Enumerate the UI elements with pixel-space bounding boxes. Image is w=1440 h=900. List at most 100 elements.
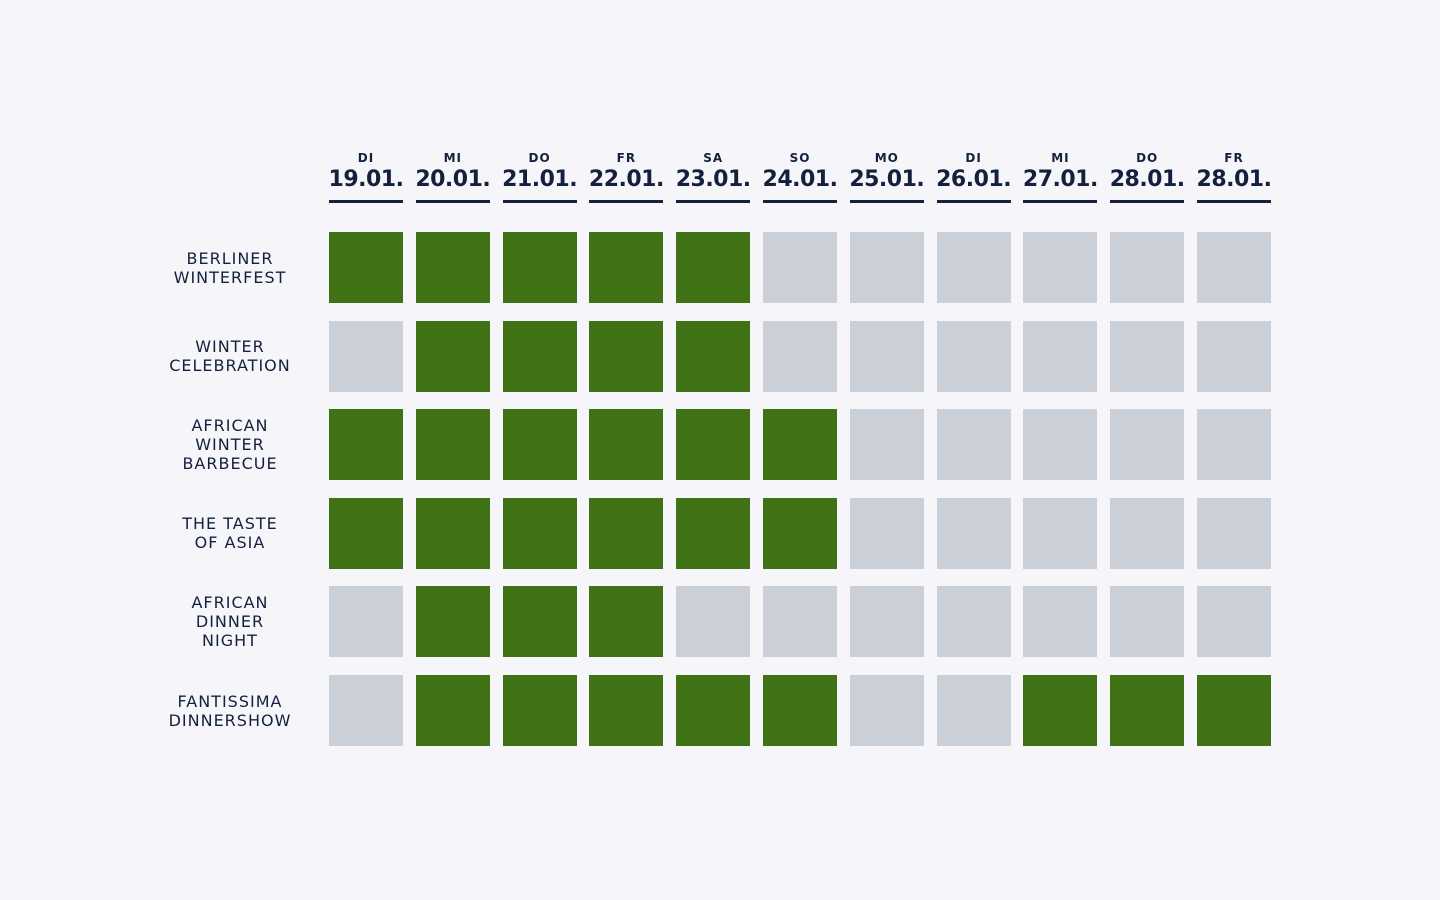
- event-label: WINTER CELEBRATION: [140, 337, 320, 375]
- availability-cell: [1023, 409, 1098, 481]
- event-label-line: OF ASIA: [194, 533, 266, 553]
- event-label-line: FANTISSIMA: [177, 691, 283, 711]
- event-label-line: NIGHT: [202, 631, 258, 651]
- event-label: BERLINER WINTERFEST: [140, 249, 320, 287]
- availability-cell: [415, 320, 490, 392]
- weekday: DO: [1136, 151, 1159, 165]
- date-underline: [1023, 200, 1098, 203]
- availability-cell: [1023, 675, 1098, 746]
- availability-cell: [1023, 497, 1098, 569]
- availability-cell: [1023, 586, 1098, 658]
- availability-cell: [849, 497, 924, 569]
- availability-cell: [1023, 232, 1098, 303]
- event-label-line: BERLINER: [186, 248, 274, 268]
- availability-cell: [415, 232, 490, 303]
- event-label-line: WINTER: [195, 337, 265, 357]
- availability-cell: [936, 320, 1011, 392]
- date: 26.01.: [936, 167, 1012, 192]
- date-underline: [329, 200, 403, 203]
- availability-cell: [502, 497, 577, 569]
- availability-cell: [1110, 586, 1185, 658]
- weekday: DO: [528, 151, 551, 165]
- availability-cell: [1197, 409, 1271, 481]
- availability-cell: [415, 409, 490, 481]
- availability-cell: [763, 409, 837, 481]
- weekday: FR: [1224, 151, 1244, 165]
- availability-cell: [415, 586, 490, 658]
- availability-cell: [676, 497, 751, 569]
- event-label-line: THE TASTE: [182, 514, 278, 534]
- date: 23.01.: [675, 167, 751, 192]
- availability-cell: [329, 675, 403, 746]
- availability-cell: [763, 497, 837, 569]
- weekday: DI: [965, 151, 982, 165]
- availability-cell: [329, 497, 403, 569]
- event-label: THE TASTE OF ASIA: [140, 514, 320, 552]
- event-label: AFRICAN WINTER BARBECUE: [140, 416, 320, 473]
- availability-cell: [329, 232, 403, 303]
- availability-cell: [849, 232, 924, 303]
- date: 24.01.: [762, 167, 838, 192]
- availability-cell: [1110, 497, 1185, 569]
- availability-cell: [502, 320, 577, 392]
- availability-cell: [936, 232, 1011, 303]
- date-underline: [763, 200, 837, 203]
- availability-cell: [676, 409, 751, 481]
- availability-cell: [936, 409, 1011, 481]
- availability-cell: [1197, 586, 1271, 658]
- event-label-line: WINTER: [195, 435, 265, 455]
- availability-cell: [763, 586, 837, 658]
- event-label-line: DINNER: [195, 612, 265, 632]
- availability-cell: [936, 675, 1011, 746]
- date: 20.01.: [415, 167, 491, 192]
- availability-cell: [936, 497, 1011, 569]
- date-underline: [502, 200, 577, 203]
- availability-cell: [849, 586, 924, 658]
- availability-cell: [763, 320, 837, 392]
- weekday: MI: [1051, 151, 1070, 165]
- event-label-line: CELEBRATION: [169, 356, 291, 376]
- availability-cell: [1023, 320, 1098, 392]
- weekday: SA: [703, 151, 724, 165]
- availability-cell: [763, 675, 837, 746]
- availability-cell: [329, 409, 403, 481]
- availability-cell: [676, 320, 751, 392]
- date: 19.01.: [328, 167, 404, 192]
- availability-cell: [589, 586, 664, 658]
- date-underline: [589, 200, 664, 203]
- availability-cell: [502, 232, 577, 303]
- date: 21.01.: [502, 167, 578, 192]
- event-label-line: DINNERSHOW: [168, 710, 292, 730]
- availability-cell: [502, 586, 577, 658]
- event-label-line: WINTERFEST: [173, 267, 287, 287]
- availability-cell: [589, 675, 664, 746]
- availability-cell: [849, 320, 924, 392]
- date: 28.01.: [1109, 167, 1185, 192]
- date: 22.01.: [588, 167, 664, 192]
- availability-cell: [676, 675, 751, 746]
- availability-cell: [1110, 409, 1185, 481]
- availability-cell: [502, 675, 577, 746]
- availability-cell: [849, 409, 924, 481]
- availability-cell: [589, 232, 664, 303]
- availability-cell: [1110, 675, 1185, 746]
- event-label-line: AFRICAN: [191, 416, 269, 436]
- weekday: FR: [616, 151, 637, 165]
- availability-cell: [1110, 320, 1185, 392]
- date: 25.01.: [849, 167, 925, 192]
- weekday: DI: [357, 151, 375, 165]
- availability-cell: [589, 497, 664, 569]
- availability-cell: [589, 320, 664, 392]
- date-underline: [936, 200, 1011, 203]
- date: 27.01.: [1022, 167, 1098, 192]
- availability-cell: [936, 586, 1011, 658]
- availability-cell: [1197, 320, 1271, 392]
- weekday: MO: [874, 151, 899, 165]
- event-label: AFRICAN DINNER NIGHT: [140, 593, 320, 650]
- event-label: FANTISSIMA DINNERSHOW: [140, 692, 320, 730]
- availability-cell: [676, 232, 751, 303]
- availability-cell: [329, 586, 403, 658]
- availability-cell: [415, 675, 490, 746]
